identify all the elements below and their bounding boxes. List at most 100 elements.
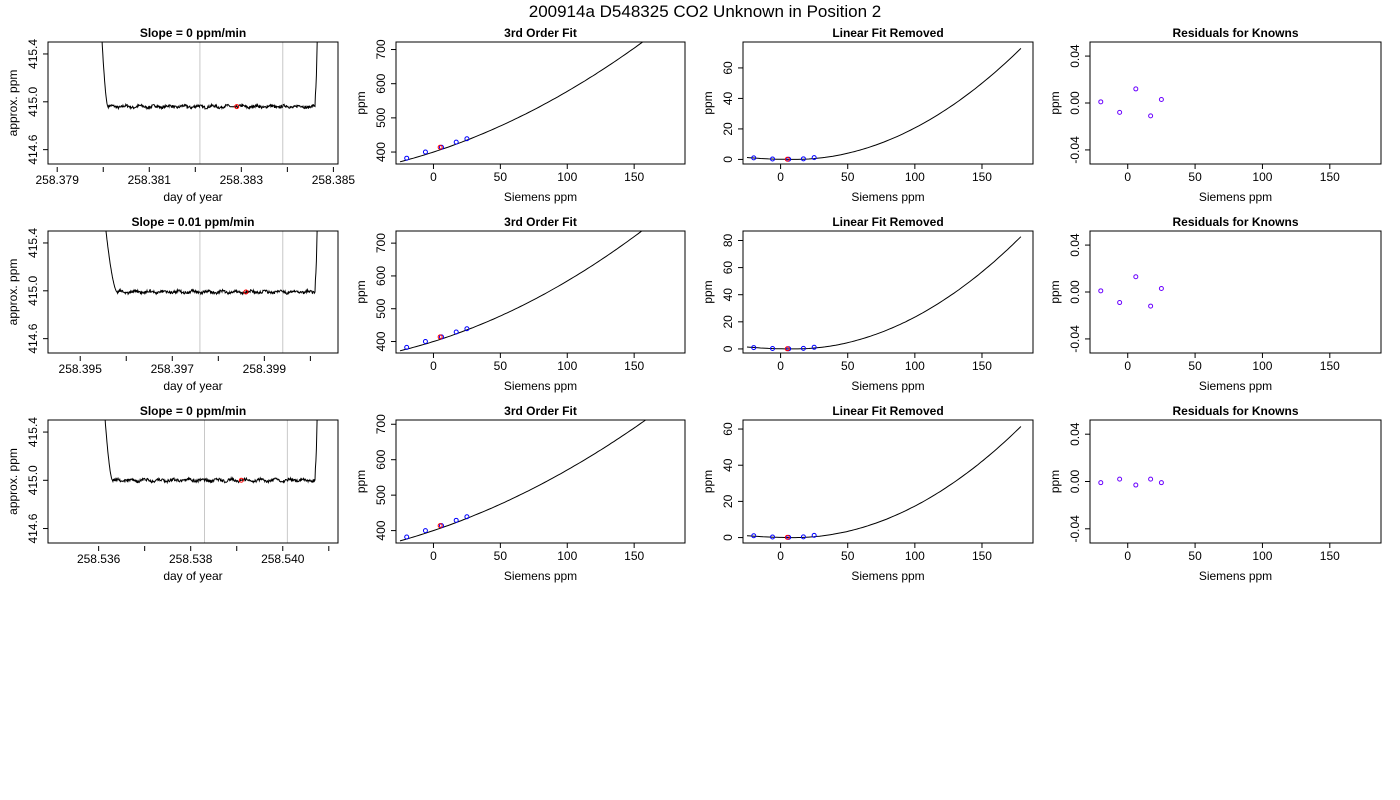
- panel-row3-resid: Residuals for Knowns 0 50 100 150 Siemens ppm…: [1048, 404, 1382, 583]
- residual-point: [1117, 300, 1123, 306]
- y-axis-label: ppm: [1048, 91, 1062, 114]
- x-tick-label: 258.383: [220, 173, 264, 187]
- y-tick-label: 500: [374, 108, 388, 128]
- known-point: [800, 534, 806, 540]
- fit-curve: [399, 420, 647, 542]
- timeseries-line: [104, 420, 318, 485]
- timeseries-line: [101, 42, 318, 111]
- panel-row3-time: Slope = 0 ppm/min 258.536 258.538 258.540 da…: [6, 404, 339, 583]
- residual-point: [1148, 476, 1154, 482]
- x-axis-label: Siemens ppm: [851, 190, 924, 204]
- x-tick-label: 150: [972, 170, 992, 184]
- y-tick-label: 0: [721, 534, 735, 541]
- panel-title: Residuals for Knowns: [1172, 215, 1298, 229]
- y-tick-label: 500: [374, 298, 388, 318]
- residual-point: [1098, 480, 1104, 486]
- plot-frame: [742, 419, 1034, 544]
- x-axis-label: Siemens ppm: [1199, 190, 1272, 204]
- known-point: [800, 156, 806, 162]
- y-axis-label: approx. ppm: [6, 70, 20, 137]
- unknown-point: [784, 156, 790, 162]
- x-tick-label: 0: [1124, 549, 1131, 563]
- known-point: [404, 534, 410, 540]
- x-tick-label: 150: [1320, 359, 1340, 373]
- x-tick-label: 258.381: [128, 173, 172, 187]
- x-tick-label: 150: [624, 170, 644, 184]
- known-point: [751, 155, 757, 161]
- x-tick-label: 258.395: [59, 362, 103, 376]
- y-tick-label: 40: [721, 458, 735, 472]
- unknown-point: [238, 477, 244, 483]
- y-tick-label: 414.6: [26, 134, 40, 164]
- y-tick-label: 500: [374, 485, 388, 505]
- known-point: [464, 326, 470, 332]
- known-point: [751, 533, 757, 539]
- known-point: [770, 534, 776, 540]
- fit-curve: [746, 48, 1022, 160]
- x-tick-label: 50: [841, 359, 855, 373]
- panel-title: 3rd Order Fit: [504, 26, 577, 40]
- known-point: [464, 136, 470, 142]
- y-tick-label: 700: [374, 414, 388, 434]
- panel-title: Linear Fit Removed: [832, 26, 943, 40]
- y-tick-label: 414.6: [26, 513, 40, 543]
- fit-curve: [746, 236, 1022, 350]
- y-tick-label: 600: [374, 73, 388, 93]
- residual-point: [1133, 482, 1139, 488]
- residual-point: [1148, 113, 1154, 119]
- figure-title: 200914a D548325 CO2 Unknown in Position …: [529, 2, 882, 21]
- known-point: [453, 329, 459, 335]
- y-axis-label: approx. ppm: [6, 448, 20, 515]
- x-tick-label: 50: [1188, 549, 1202, 563]
- x-tick-label: 150: [1320, 549, 1340, 563]
- x-tick-label: 50: [494, 549, 508, 563]
- x-tick-label: 258.385: [312, 173, 356, 187]
- y-tick-label: 400: [374, 520, 388, 540]
- plot-frame: [1089, 419, 1382, 544]
- x-axis-label: day of year: [163, 379, 222, 393]
- y-tick-label: 0: [721, 156, 735, 163]
- panel-row3-fit: 3rd Order Fit 0 50 100 150 Siemens ppm 400 500 6…: [354, 404, 686, 583]
- y-tick-label: 415.4: [26, 228, 40, 258]
- y-tick-label: 415.0: [26, 275, 40, 305]
- plot-frame: [47, 230, 339, 354]
- y-axis-label: ppm: [354, 280, 368, 303]
- y-tick-label: 400: [374, 142, 388, 162]
- y-tick-label: 415.0: [26, 465, 40, 495]
- panel-row2-resid: Residuals for Knowns 0 50 100 150 Siemens ppm…: [1048, 215, 1382, 393]
- y-tick-label: 60: [721, 61, 735, 75]
- x-tick-label: 100: [905, 170, 925, 184]
- panel-grid: Slope = 0 ppm/min 258.379 258.381 258.383 25…: [6, 26, 1382, 583]
- x-tick-label: 100: [1252, 549, 1272, 563]
- y-tick-label: 40: [721, 288, 735, 302]
- y-tick-label: 60: [721, 261, 735, 275]
- residual-point: [1133, 274, 1139, 280]
- known-point: [751, 345, 757, 351]
- known-point: [404, 155, 410, 161]
- x-tick-label: 0: [430, 359, 437, 373]
- x-tick-label: 100: [905, 549, 925, 563]
- x-tick-label: 0: [430, 549, 437, 563]
- y-tick-label: 20: [721, 122, 735, 136]
- x-tick-label: 258.536: [77, 552, 121, 566]
- residual-point: [1158, 480, 1164, 486]
- x-tick-label: 258.538: [169, 552, 213, 566]
- x-tick-label: 100: [1252, 359, 1272, 373]
- panel-row1-linrem: Linear Fit Removed 0 50 100 150 Siemens ppm 0 2…: [701, 26, 1034, 204]
- x-tick-label: 0: [777, 359, 784, 373]
- panel-row2-linrem: Linear Fit Removed 0 50 100 150 Siemens ppm 0 2…: [701, 215, 1034, 393]
- x-axis-label: Siemens ppm: [1199, 569, 1272, 583]
- plot-frame: [742, 230, 1034, 354]
- unknown-point: [437, 144, 443, 150]
- residual-point: [1098, 288, 1104, 294]
- panel-title: Linear Fit Removed: [832, 215, 943, 229]
- plot-frame: [47, 419, 339, 544]
- y-tick-label: 0.04: [1068, 44, 1082, 68]
- known-point: [770, 156, 776, 162]
- residual-point: [1117, 109, 1123, 115]
- plot-frame: [47, 41, 339, 165]
- panel-title: Slope = 0 ppm/min: [140, 404, 246, 418]
- unknown-point: [437, 523, 443, 529]
- panel-title: 3rd Order Fit: [504, 215, 577, 229]
